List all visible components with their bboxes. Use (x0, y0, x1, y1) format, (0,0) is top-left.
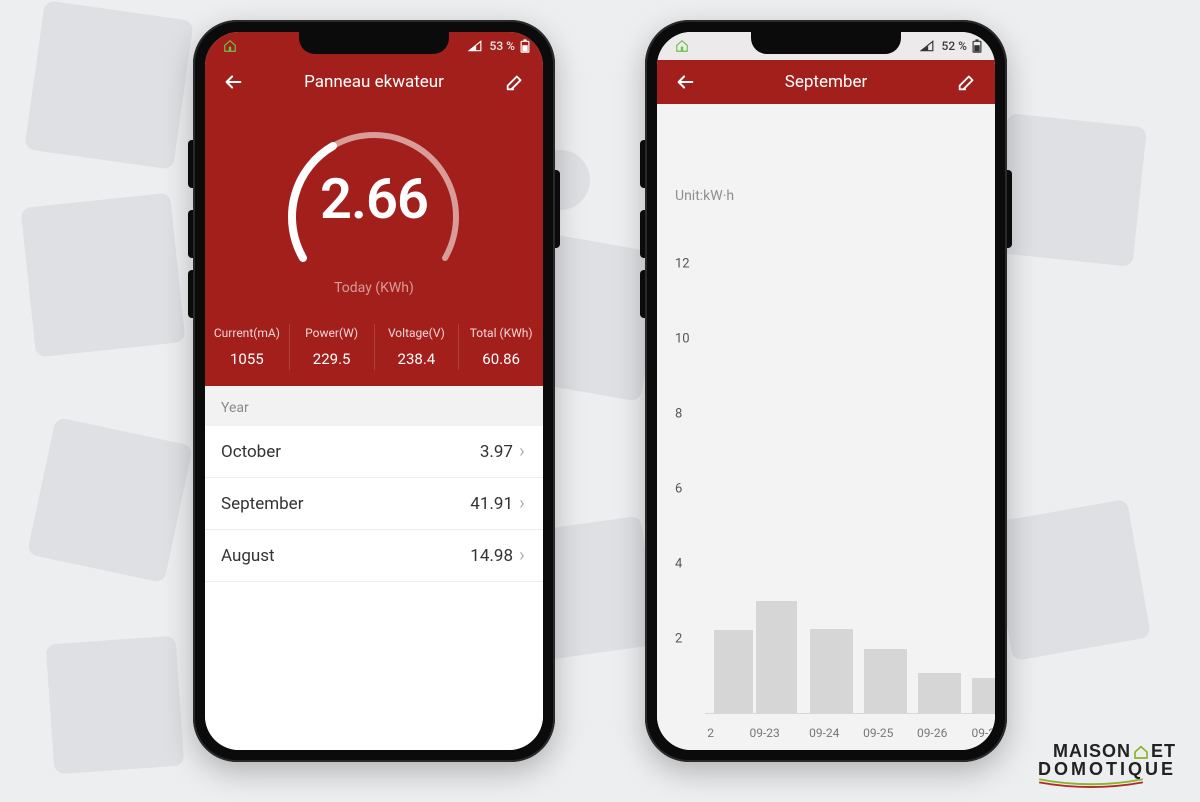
chart-bar (714, 630, 754, 714)
metric-label: Voltage(V) (375, 326, 459, 340)
edit-button[interactable] (501, 68, 529, 96)
battery-icon (971, 39, 983, 53)
today-gauge: 2.66 (274, 122, 474, 272)
phone-notch (751, 30, 901, 54)
x-tick-label: 2 (707, 726, 714, 740)
page-title: September (699, 72, 953, 92)
metric-value: 238.4 (375, 350, 459, 368)
today-value: 2.66 (274, 166, 474, 232)
consumption-bar-chart: 2 4 6 8 10 12 2 09-23 09-24 09-25 09-26 09-2 (657, 218, 995, 750)
chart-unit-label: Unit:kW·h (657, 104, 995, 204)
home-icon (223, 39, 237, 53)
back-button[interactable] (671, 68, 699, 96)
metric-cell: Current(mA) 1055 (205, 324, 290, 370)
x-tick-label: 09-23 (749, 726, 779, 740)
brand-word-et: ET (1151, 742, 1176, 760)
phone-notch (299, 30, 449, 54)
list-fill (205, 582, 543, 750)
y-tick-label: 8 (675, 406, 682, 421)
month-name: October (221, 442, 480, 462)
metric-label: Current(mA) (205, 326, 289, 340)
y-tick-label: 4 (675, 556, 682, 571)
back-arrow-icon (222, 71, 244, 93)
x-tick-label: 09-26 (917, 726, 947, 740)
chevron-right-icon: › (515, 441, 529, 462)
month-value: 14.98 (470, 546, 513, 566)
chart-bar (810, 629, 853, 714)
phone-right: 52 % September Unit:kW·h 2 4 6 8 10 12 2 09-23 0… (645, 20, 1007, 762)
x-tick-label: 09-25 (863, 726, 893, 740)
battery-pct: 52 % (942, 39, 967, 53)
metric-value: 60.86 (459, 350, 543, 368)
chart-bar (918, 673, 961, 714)
back-arrow-icon (674, 71, 696, 93)
brand-word-maison: MAISON (1053, 742, 1131, 760)
x-tick-label: 09-24 (809, 726, 839, 740)
month-name: September (221, 494, 470, 514)
metric-value: 229.5 (290, 350, 374, 368)
year-heading: Year (205, 386, 543, 426)
chevron-right-icon: › (515, 493, 529, 514)
edit-icon (504, 71, 526, 93)
app-header: September (657, 60, 995, 104)
brand-word-domotique: DOMOTIQUE (1038, 760, 1176, 778)
today-label: Today (KWh) (334, 280, 414, 296)
metric-value: 1055 (205, 350, 289, 368)
edit-icon (956, 71, 978, 93)
metric-cell: Total (KWh) 60.86 (459, 324, 543, 370)
chart-bar (756, 601, 797, 714)
home-icon (675, 39, 689, 53)
app-header: Panneau ekwateur (205, 60, 543, 104)
phone-left: 53 % Panneau ekwateur (193, 20, 555, 762)
page-title: Panneau ekwateur (247, 72, 501, 92)
chart-bar (864, 649, 907, 714)
y-tick-label: 2 (675, 631, 682, 646)
chart-bar (972, 678, 995, 714)
metric-cell: Voltage(V) 238.4 (375, 324, 460, 370)
brand-house-icon (1133, 744, 1149, 760)
battery-pct: 53 % (490, 39, 515, 53)
dashboard-panel: 2.66 Today (KWh) Current(mA) 1055Power(W… (205, 104, 543, 386)
month-row[interactable]: October 3.97 › (205, 426, 543, 478)
x-tick-label: 09-2 (972, 726, 995, 740)
chevron-right-icon: › (515, 545, 529, 566)
signal-icon (920, 40, 934, 52)
metric-cell: Power(W) 229.5 (290, 324, 375, 370)
brand-arc-icon (1006, 778, 1176, 788)
month-value: 41.91 (470, 494, 513, 514)
edit-button[interactable] (953, 68, 981, 96)
back-button[interactable] (219, 68, 247, 96)
y-tick-label: 12 (675, 256, 690, 271)
brand-watermark: MAISON ET DOMOTIQUE (1006, 742, 1176, 788)
y-tick-label: 6 (675, 481, 682, 496)
month-name: August (221, 546, 470, 566)
month-row[interactable]: August 14.98 › (205, 530, 543, 582)
metric-label: Total (KWh) (459, 326, 543, 340)
chart-baseline (705, 713, 989, 714)
battery-icon (519, 39, 531, 53)
y-tick-label: 10 (675, 331, 690, 346)
month-row[interactable]: September 41.91 › (205, 478, 543, 530)
chart-page: Unit:kW·h 2 4 6 8 10 12 2 09-23 09-24 09-25 09-26 0… (657, 104, 995, 750)
month-value: 3.97 (480, 442, 513, 462)
metric-label: Power(W) (290, 326, 374, 340)
signal-icon (468, 40, 482, 52)
